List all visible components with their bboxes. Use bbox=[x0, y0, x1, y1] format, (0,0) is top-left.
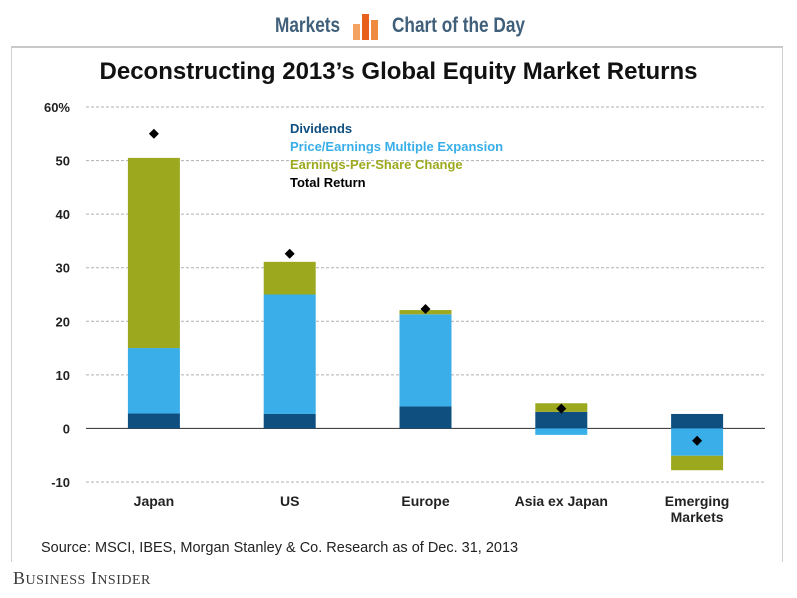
source-note: Source: MSCI, IBES, Morgan Stanley & Co.… bbox=[41, 540, 519, 556]
x-tick-label: Emerging bbox=[665, 493, 730, 509]
total-return-marker bbox=[692, 435, 703, 446]
header-divider bbox=[11, 46, 783, 48]
y-tick-label: -10 bbox=[51, 475, 70, 490]
header: Markets Chart of the Day bbox=[0, 0, 797, 48]
y-tick-label: 50 bbox=[56, 154, 70, 169]
business-insider-logo: BUSINESS INSIDER bbox=[13, 568, 151, 588]
legend-item-dividends: Dividends bbox=[290, 121, 353, 136]
total-return-marker bbox=[284, 248, 295, 259]
legend-item-eps-change: Earnings-Per-Share Change bbox=[290, 157, 463, 172]
y-tick-label: 60% bbox=[44, 100, 70, 115]
bar-pe-expansion bbox=[263, 294, 316, 414]
chart-legend: Dividends Price/Earnings Multiple Expans… bbox=[290, 120, 503, 192]
bar-eps-change bbox=[127, 157, 180, 349]
bar-pe-expansion bbox=[127, 348, 180, 414]
bar-chart-logo-icon bbox=[353, 14, 378, 40]
bar-dividends bbox=[263, 413, 316, 429]
y-tick-label: 40 bbox=[56, 207, 70, 222]
y-tick-label: 0 bbox=[63, 421, 70, 436]
y-tick-label: 30 bbox=[56, 261, 70, 276]
total-return-marker bbox=[148, 128, 159, 139]
legend-item-total-return: Total Return bbox=[290, 175, 366, 190]
bar-eps-change bbox=[263, 261, 316, 295]
bar-pe-expansion bbox=[399, 314, 452, 407]
chart-frame bbox=[11, 48, 783, 562]
legend-item-pe-expansion: Price/Earnings Multiple Expansion bbox=[290, 139, 504, 154]
x-tick-label: Japan bbox=[134, 493, 174, 509]
x-tick-label: Markets bbox=[671, 509, 724, 525]
y-tick-label: 20 bbox=[56, 314, 70, 329]
bar-dividends bbox=[399, 406, 452, 429]
bar-dividends bbox=[671, 413, 724, 429]
x-tick-label: Asia ex Japan bbox=[515, 493, 608, 509]
bar-pe-expansion bbox=[535, 428, 588, 435]
total-return-marker bbox=[556, 403, 567, 414]
x-tick-label: Europe bbox=[401, 493, 449, 509]
bar-eps-change bbox=[671, 455, 724, 471]
chart-title: Deconstructing 2013’s Global Equity Mark… bbox=[99, 58, 698, 85]
y-tick-label: 10 bbox=[56, 368, 70, 383]
x-tick-label: US bbox=[280, 493, 299, 509]
header-feature[interactable]: Chart of the Day bbox=[392, 14, 525, 37]
bar-dividends bbox=[127, 413, 180, 429]
header-section[interactable]: Markets bbox=[275, 14, 341, 37]
bar-dividends bbox=[535, 411, 588, 429]
total-return-marker bbox=[420, 303, 431, 314]
